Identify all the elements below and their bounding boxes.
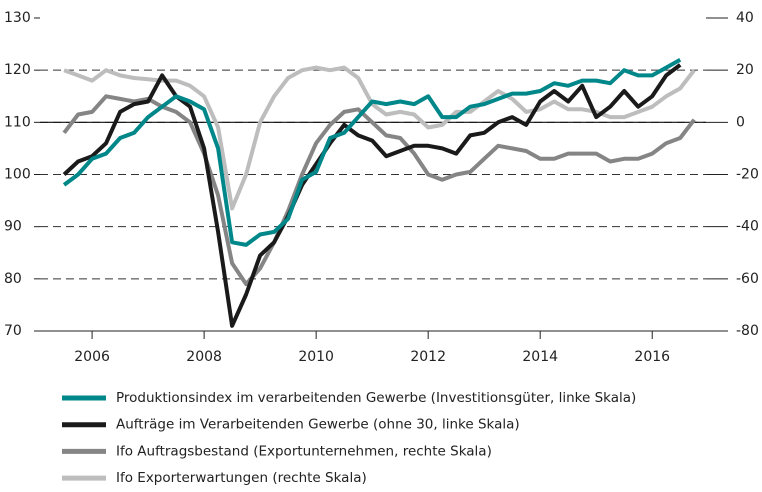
y-tick-label: 80 xyxy=(4,271,22,287)
x-tick-label: 2006 xyxy=(74,349,110,365)
y2-tick-label: 0 xyxy=(736,114,745,130)
y-tick-label: 90 xyxy=(4,219,22,235)
y2-tick-label: -40 xyxy=(736,219,759,235)
legend-label: Aufträge im Verarbeitenden Gewerbe (ohne… xyxy=(116,417,520,433)
y2-tick-label: -80 xyxy=(736,323,759,339)
y-tick-label: 110 xyxy=(4,114,31,130)
y2-tick-label: 20 xyxy=(736,62,754,78)
x-tick-label: 2016 xyxy=(634,349,670,365)
y-tick-label: 130 xyxy=(4,10,31,26)
y-tick-label: 100 xyxy=(4,167,31,183)
series-line xyxy=(62,57,682,247)
x-tick-label: 2010 xyxy=(298,349,334,365)
x-tick-label: 2014 xyxy=(522,349,558,365)
y-tick-label: 120 xyxy=(4,62,31,78)
series-line xyxy=(62,63,682,328)
y2-tick-label: -20 xyxy=(736,167,759,183)
y2-tick-label: 40 xyxy=(736,10,754,26)
series-line xyxy=(62,94,696,287)
x-tick-label: 2008 xyxy=(186,349,222,365)
legend-label: Produktionsindex im verarbeitenden Gewer… xyxy=(116,390,636,406)
legend-label: Ifo Exporterwartungen (rechte Skala) xyxy=(116,470,367,486)
y2-tick-label: -60 xyxy=(736,271,759,287)
legend-label: Ifo Auftragsbestand (Exportunternehmen, … xyxy=(116,443,492,459)
y-tick-label: 70 xyxy=(4,323,22,339)
series-line xyxy=(63,65,696,211)
x-tick-label: 2012 xyxy=(410,349,446,365)
